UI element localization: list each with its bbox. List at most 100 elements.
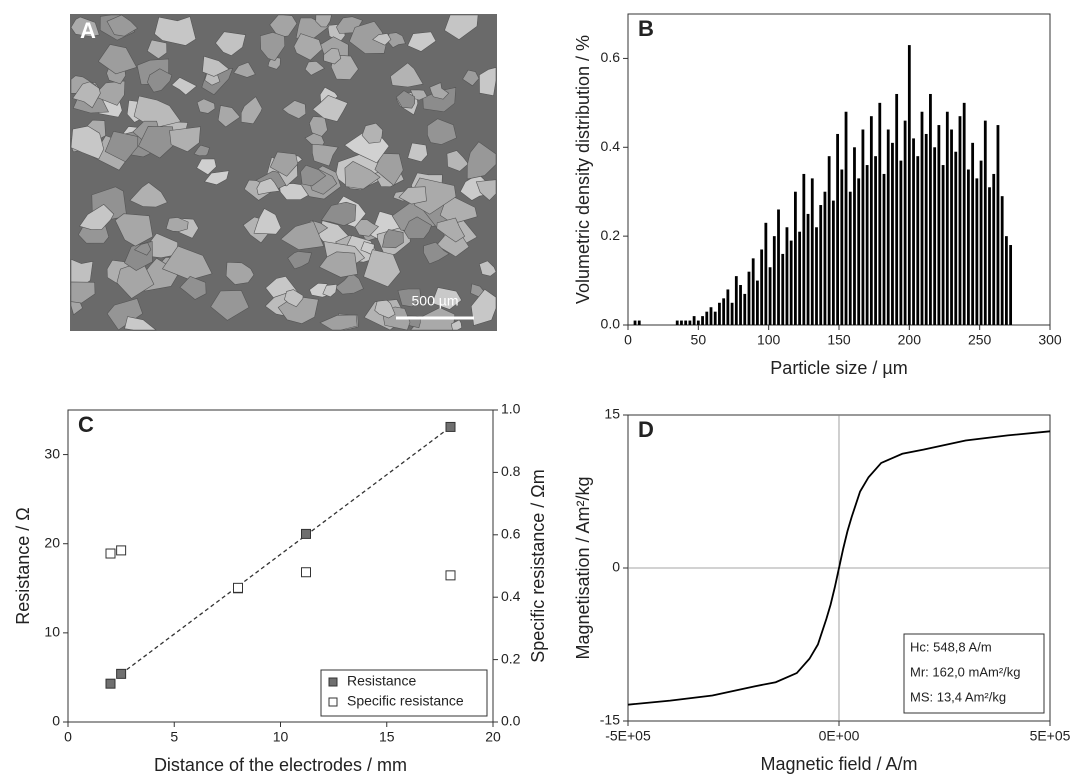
particle	[269, 151, 299, 177]
bar	[734, 276, 738, 325]
marker	[105, 548, 116, 559]
y-axis-label: Volumetric density distribution / %	[573, 35, 593, 304]
particle	[129, 182, 168, 208]
particle	[169, 126, 201, 153]
bar	[924, 133, 928, 325]
bar	[751, 258, 755, 325]
bar	[869, 116, 873, 325]
bar	[857, 178, 861, 325]
particle	[372, 33, 392, 46]
particle	[253, 208, 282, 235]
particle	[451, 319, 463, 331]
bar	[933, 147, 937, 325]
bar	[886, 129, 890, 325]
particle	[72, 81, 101, 109]
marker	[105, 678, 116, 689]
particle	[374, 153, 404, 186]
particle	[233, 61, 256, 78]
x-tick-label: 250	[968, 332, 992, 348]
particle	[398, 186, 427, 205]
particle	[179, 276, 207, 300]
particle	[114, 213, 154, 247]
bar	[718, 302, 721, 325]
bar	[958, 116, 962, 325]
particle	[196, 98, 216, 114]
particle	[217, 105, 241, 128]
bar	[781, 253, 785, 325]
bar	[1009, 245, 1013, 325]
particle	[334, 272, 364, 295]
bar	[756, 280, 759, 325]
bar	[874, 156, 877, 325]
bar	[696, 320, 700, 325]
panel-label: D	[638, 417, 654, 442]
particle	[106, 14, 138, 37]
bar	[823, 191, 827, 325]
bar	[806, 213, 810, 325]
particle	[133, 242, 152, 256]
bar	[637, 320, 641, 325]
x-axis-label: Distance of the electrodes / mm	[154, 755, 407, 775]
x-tick-label: 50	[691, 332, 707, 348]
annotation-box	[903, 633, 1045, 714]
particle	[312, 95, 349, 122]
annotation: Mr: 162,0 mAm²/kg	[910, 664, 1021, 679]
annotation: MS: 13,4 Am²/kg	[910, 689, 1006, 704]
x-tick-label: 5E+05	[1030, 728, 1071, 744]
particle	[287, 251, 312, 270]
particle	[203, 170, 230, 186]
bar	[916, 156, 920, 325]
particle	[423, 241, 450, 265]
bar	[764, 222, 768, 325]
bar	[675, 320, 679, 325]
bar	[692, 316, 696, 325]
y2-tick-label: 0.2	[501, 650, 521, 666]
bar	[1000, 196, 1004, 325]
particle	[70, 125, 105, 160]
particle	[446, 150, 469, 172]
bar	[726, 289, 730, 325]
particle	[479, 67, 497, 97]
y-tick-label: 0.4	[601, 138, 621, 154]
bar	[920, 111, 924, 325]
marker	[233, 582, 243, 593]
bar	[760, 249, 764, 325]
x-axis-label: Magnetic field / A/m	[760, 754, 917, 774]
bar	[722, 298, 726, 325]
y-tick-label: 10	[44, 624, 60, 640]
particle	[363, 249, 401, 288]
bar	[967, 169, 970, 325]
y-axis-label: Resistance / Ω	[13, 507, 33, 625]
particle	[225, 261, 255, 285]
bar	[815, 227, 818, 325]
y2-tick-label: 1.0	[501, 401, 521, 417]
particle	[196, 158, 217, 176]
bar	[971, 142, 975, 325]
x-tick-label: 100	[757, 332, 781, 348]
y-tick-label: 0.6	[601, 49, 621, 65]
bar	[768, 267, 772, 325]
y2-axis-label: Specific resistance / Ωm	[528, 469, 548, 663]
bar	[962, 102, 966, 325]
bar	[975, 178, 979, 325]
particle	[478, 260, 497, 277]
bar	[992, 173, 996, 325]
plot-frame	[627, 13, 1051, 326]
y2-tick-label: 0.4	[501, 588, 521, 604]
annotation: Hc: 548,8 A/m	[910, 639, 992, 654]
bar	[954, 151, 958, 325]
particle	[171, 77, 198, 96]
bar	[907, 45, 911, 325]
particle	[431, 287, 462, 310]
bar	[929, 93, 932, 325]
bar	[684, 320, 688, 325]
bar	[848, 191, 852, 325]
particle	[315, 14, 332, 28]
particle	[462, 69, 480, 87]
particle	[70, 16, 100, 37]
particle	[382, 229, 404, 249]
x-tick-label: 10	[273, 729, 289, 745]
x-tick-label: 0E+00	[819, 728, 860, 744]
bar	[912, 138, 915, 325]
x-axis-label: Particle size / µm	[770, 358, 907, 378]
